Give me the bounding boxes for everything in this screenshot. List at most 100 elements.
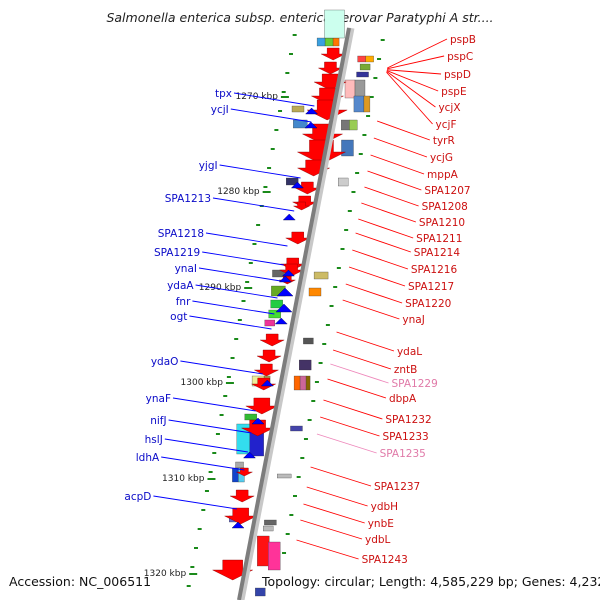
- gene-block: [338, 177, 349, 187]
- gene-block: [363, 95, 371, 113]
- leader-line-right: [387, 55, 445, 70]
- leader-line-left: [230, 108, 312, 123]
- gene-label-left: acpD: [124, 491, 151, 503]
- reverse-gene-arrow: [231, 521, 245, 529]
- leader-line-right: [332, 349, 392, 370]
- kbp-label: 1320 kbp: [144, 569, 187, 579]
- gene-label-left: tpx: [215, 88, 232, 100]
- leader-line-right: [370, 154, 425, 175]
- gene-block: [264, 519, 277, 526]
- forward-gene-arrow: [293, 201, 310, 211]
- gene-block: [354, 79, 366, 99]
- gene-block: [255, 587, 266, 597]
- gene-label-left: ogt: [170, 311, 187, 323]
- gene-block: [268, 541, 281, 571]
- forward-gene-arrow: [241, 419, 274, 437]
- gene-label-right: ynbE: [368, 518, 394, 530]
- gene-label-right: SPA1216: [411, 264, 458, 276]
- gene-block: [324, 9, 345, 39]
- forward-gene-arrow: [260, 333, 285, 347]
- gene-label-right: mppA: [427, 169, 459, 181]
- gene-label-right: pspC: [447, 51, 473, 63]
- leader-line-right: [310, 466, 372, 487]
- reverse-gene-arrow: [304, 121, 318, 129]
- gene-label-right: ydbL: [365, 534, 391, 546]
- leader-line-left: [172, 397, 256, 412]
- leader-line-left: [195, 284, 278, 299]
- gene-block: [270, 299, 283, 309]
- gene-label-right: ycjF: [436, 119, 457, 131]
- leader-line-right: [345, 283, 403, 304]
- leader-line-right: [386, 71, 433, 125]
- leader-line-left: [202, 251, 284, 266]
- leader-line-right: [364, 186, 419, 207]
- leader-line-left: [219, 164, 301, 179]
- gene-label-right: SPA1207: [424, 185, 470, 197]
- gene-label-left: ynaI: [175, 263, 197, 275]
- leader-line-right: [300, 519, 363, 540]
- gene-label-left: fnr: [176, 296, 191, 308]
- gene-label-right: pspE: [441, 86, 466, 98]
- gene-block: [286, 177, 299, 186]
- gene-block: [268, 309, 281, 319]
- gene-features: [212, 9, 374, 597]
- gene-label-right: pspB: [450, 34, 476, 46]
- reverse-gene-arrow: [276, 287, 294, 297]
- gene-block: [349, 119, 358, 131]
- leader-line-left: [153, 495, 237, 510]
- leader-line-right: [316, 433, 377, 454]
- reverse-gene-arrow: [275, 303, 293, 313]
- gene-label-right: SPA1217: [408, 281, 454, 293]
- gene-label-right: SPA1233: [383, 431, 429, 443]
- gene-label-right: SPA1214: [414, 247, 461, 259]
- leader-line-right: [367, 170, 422, 191]
- gene-label-left: ydaO: [151, 356, 179, 368]
- map-title: Salmonella enterica subsp. enterica sero…: [106, 10, 493, 25]
- gene-block: [257, 535, 270, 567]
- gene-label-right: ydbH: [371, 501, 398, 513]
- forward-gene-arrow: [297, 139, 346, 165]
- gene-block: [344, 79, 356, 99]
- leader-line-right: [306, 486, 368, 507]
- gene-block: [299, 375, 307, 391]
- forward-gene-arrow: [254, 363, 279, 377]
- leader-line-right: [320, 416, 380, 437]
- leader-line-right: [358, 218, 414, 239]
- forward-gene-arrow: [224, 507, 257, 525]
- gene-label-left: SPA1218: [158, 228, 204, 240]
- gene-block: [235, 461, 244, 469]
- gene-label-right: SPA1211: [416, 233, 462, 245]
- gene-label-right: SPA1243: [362, 554, 408, 566]
- gene-label-left: ycjI: [211, 104, 229, 116]
- leader-line-right: [348, 266, 406, 287]
- leader-line-left: [212, 197, 295, 212]
- kbp-label: 1280 kbp: [217, 187, 260, 197]
- leader-line-left: [192, 300, 275, 315]
- leader-line-left: [198, 267, 281, 282]
- leader-line-left: [164, 438, 248, 453]
- leader-line-right: [386, 69, 442, 75]
- gene-block: [272, 269, 285, 278]
- gene-block: [277, 473, 292, 479]
- label-leader-lines: [153, 38, 448, 560]
- leader-line-left: [205, 232, 288, 247]
- gene-label-right: pspD: [444, 69, 471, 81]
- leader-line-right: [386, 70, 439, 92]
- gene-label-left: ldhA: [136, 452, 160, 464]
- gene-block: [293, 375, 301, 391]
- forward-gene-arrow: [236, 467, 253, 477]
- gene-label-right: dbpA: [389, 393, 417, 405]
- leader-line-left: [161, 456, 245, 471]
- gene-labels: tpx ycjI yjgI SPA1213 SPA1218 SPA1219 ynaI ydaA…: [124, 34, 476, 566]
- gene-label-right: SPA1235: [380, 448, 426, 460]
- gene-block: [291, 105, 305, 113]
- leader-line-right: [303, 503, 365, 524]
- leader-line-right: [342, 299, 400, 320]
- leader-line-right: [336, 331, 395, 352]
- gene-block: [353, 95, 365, 113]
- gene-label-right: SPA1208: [422, 201, 468, 213]
- gene-block: [264, 319, 275, 327]
- leader-line-right: [355, 232, 411, 253]
- gene-label-right: SPA1220: [405, 298, 451, 310]
- forward-gene-arrow: [245, 397, 278, 415]
